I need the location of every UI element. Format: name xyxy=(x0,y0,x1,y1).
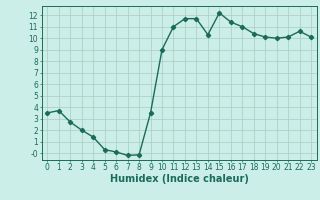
X-axis label: Humidex (Indice chaleur): Humidex (Indice chaleur) xyxy=(110,174,249,184)
